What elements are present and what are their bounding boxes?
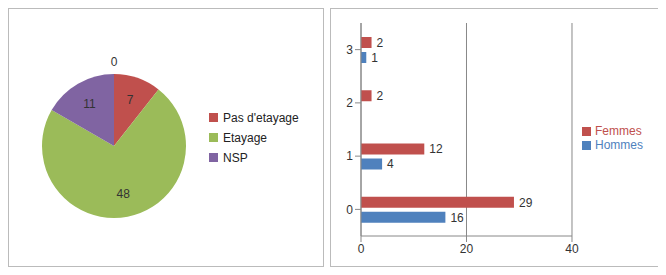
svg-text:1: 1 — [346, 149, 353, 163]
svg-text:7: 7 — [127, 93, 134, 107]
svg-text:48: 48 — [117, 187, 131, 201]
svg-text:1: 1 — [371, 51, 378, 65]
svg-text:40: 40 — [565, 242, 579, 256]
html-text:NSP: NSP — [223, 150, 248, 165]
html-text:Hommes: Hommes — [595, 137, 643, 152]
svg-text:2: 2 — [377, 89, 384, 103]
svg-text:2: 2 — [346, 96, 353, 110]
svg-text:3: 3 — [346, 43, 353, 57]
svg-text:11: 11 — [83, 97, 96, 111]
svg-text:12: 12 — [429, 142, 443, 156]
svg-text:0: 0 — [358, 242, 365, 256]
svg-text:29: 29 — [519, 196, 533, 210]
html-text:Etayage: Etayage — [223, 130, 267, 145]
svg-text:4: 4 — [387, 157, 394, 171]
svg-text:0: 0 — [111, 55, 118, 69]
html-text:Pas d'etayage: Pas d'etayage — [223, 110, 299, 125]
svg-text:0: 0 — [346, 203, 353, 217]
html-text:Femmes: Femmes — [595, 123, 642, 138]
svg-text:16: 16 — [450, 211, 464, 225]
svg-text:2: 2 — [377, 36, 384, 50]
svg-text:20: 20 — [460, 242, 474, 256]
